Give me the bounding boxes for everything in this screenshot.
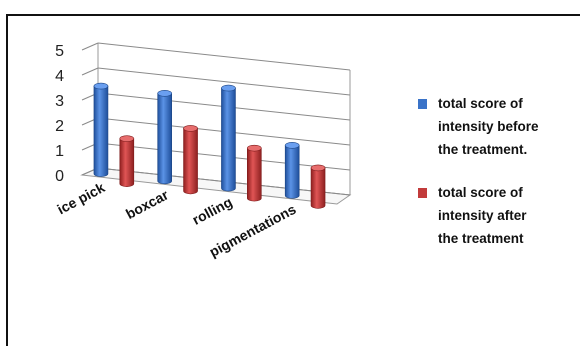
- bar-top: [183, 125, 198, 132]
- legend: total score of intensity before the trea…: [418, 92, 578, 250]
- bar-body: [247, 147, 262, 202]
- gridline-side: [81, 67, 99, 76]
- bar-top: [284, 142, 300, 149]
- gridline-side: [81, 42, 99, 51]
- y-axis: 0 1 2 3 4 5: [55, 43, 64, 185]
- legend-swatch-before: [418, 99, 427, 109]
- legend-item-before: total score of intensity before the trea…: [418, 92, 578, 161]
- bar: [221, 84, 236, 192]
- y-tick-label: 0: [55, 168, 64, 185]
- bar: [310, 164, 326, 209]
- legend-label-before-line-3: the treatment.: [438, 142, 528, 157]
- bar-top: [310, 164, 326, 172]
- legend-swatch-after: [418, 188, 427, 198]
- x-tick-label: boxcar: [123, 186, 172, 222]
- bars: [93, 82, 326, 209]
- bar: [157, 90, 172, 185]
- bar: [93, 82, 109, 177]
- bar-body: [183, 128, 198, 195]
- bar-body: [310, 167, 326, 209]
- chart-frame: [6, 14, 580, 346]
- bar-top: [221, 84, 236, 92]
- bar-body: [119, 138, 135, 187]
- bar: [119, 135, 135, 187]
- y-tick-label: 3: [55, 93, 64, 110]
- bar-top: [157, 90, 172, 97]
- gridline: [97, 67, 351, 96]
- legend-label-before-line-2: intensity before: [438, 119, 539, 134]
- bar-body: [93, 85, 109, 177]
- legend-label-after-line-2: intensity after: [438, 208, 527, 223]
- x-tick-label: rolling: [189, 194, 234, 228]
- bar: [183, 125, 198, 195]
- y-tick-label: 4: [55, 68, 64, 85]
- bar: [247, 144, 262, 202]
- bar: [284, 142, 300, 199]
- bar-top: [247, 144, 262, 152]
- legend-label-after-line-3: the treatment: [438, 231, 524, 246]
- legend-label-after-line-1: total score of: [438, 185, 523, 200]
- y-tick-label: 5: [55, 43, 64, 60]
- legend-item-after: total score of intensity after the treat…: [418, 181, 578, 250]
- y-tick-label: 1: [55, 143, 64, 160]
- gridline: [97, 42, 351, 71]
- y-tick-label: 2: [55, 118, 64, 135]
- bar-top: [93, 82, 109, 90]
- bar-body: [284, 145, 300, 199]
- bar-top: [119, 135, 135, 142]
- bar-body: [157, 93, 172, 185]
- bar-body: [221, 87, 236, 192]
- legend-label-before-line-1: total score of: [438, 96, 523, 111]
